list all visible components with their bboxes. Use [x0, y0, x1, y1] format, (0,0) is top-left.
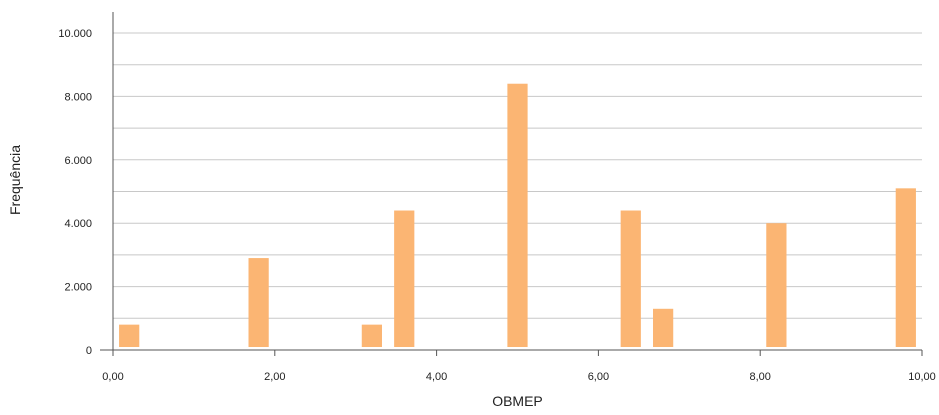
- axes: [100, 12, 922, 351]
- bar-5: [620, 210, 641, 347]
- x-tick-label: 8,00: [749, 371, 770, 383]
- bars: [119, 83, 916, 347]
- x-tick-label: 6,00: [588, 371, 609, 383]
- bar-3: [394, 210, 415, 347]
- x-tick-label: 0,00: [102, 371, 123, 383]
- y-tick-label: 10.000: [58, 28, 92, 40]
- bar-1: [248, 258, 269, 347]
- bar-0: [119, 324, 140, 347]
- x-tick-label: 4,00: [426, 371, 447, 383]
- bar-7: [766, 223, 787, 347]
- bar-4: [507, 83, 528, 347]
- x-axis-title: OBMEP: [492, 393, 543, 409]
- y-tick-label: 4.000: [64, 218, 92, 230]
- y-axis-title: Frequência: [7, 145, 23, 215]
- y-axis-ticks: 0 2.000 4.000 6.000 8.000 10.000: [58, 28, 92, 357]
- y-tick-label: 6.000: [64, 155, 92, 167]
- y-tick-label: 8.000: [64, 91, 92, 103]
- y-tick-label: 0: [86, 345, 92, 357]
- x-tick-label: 10,00: [908, 371, 936, 383]
- bar-2: [361, 324, 382, 347]
- x-axis-ticks: 0,00 2,00 4,00 6,00 8,00 10,00: [102, 350, 936, 383]
- bar-6: [653, 308, 674, 347]
- y-tick-label: 2.000: [64, 282, 92, 294]
- bar-8: [895, 188, 916, 347]
- x-tick-label: 2,00: [264, 371, 285, 383]
